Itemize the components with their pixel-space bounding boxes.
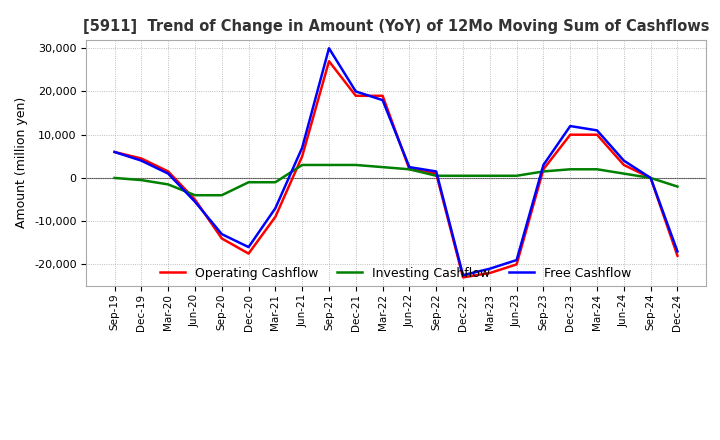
Operating Cashflow	[485, 271, 494, 276]
Free Cashflow	[647, 175, 655, 180]
Free Cashflow	[164, 171, 173, 176]
Operating Cashflow	[405, 167, 414, 172]
Operating Cashflow	[619, 162, 628, 168]
Investing Cashflow	[593, 167, 601, 172]
Free Cashflow	[351, 89, 360, 94]
Free Cashflow	[244, 245, 253, 250]
Investing Cashflow	[539, 169, 548, 174]
Free Cashflow	[566, 123, 575, 128]
Operating Cashflow	[673, 253, 682, 258]
Operating Cashflow	[539, 167, 548, 172]
Operating Cashflow	[566, 132, 575, 137]
Line: Free Cashflow: Free Cashflow	[114, 48, 678, 275]
Operating Cashflow	[217, 236, 226, 241]
Investing Cashflow	[459, 173, 467, 178]
Investing Cashflow	[566, 167, 575, 172]
Investing Cashflow	[298, 162, 307, 168]
Operating Cashflow	[191, 197, 199, 202]
Free Cashflow	[191, 199, 199, 204]
Legend: Operating Cashflow, Investing Cashflow, Free Cashflow: Operating Cashflow, Investing Cashflow, …	[156, 262, 636, 285]
Investing Cashflow	[405, 167, 414, 172]
Investing Cashflow	[513, 173, 521, 178]
Operating Cashflow	[110, 149, 119, 154]
Free Cashflow	[405, 165, 414, 170]
Free Cashflow	[619, 158, 628, 163]
Free Cashflow	[325, 46, 333, 51]
Investing Cashflow	[378, 165, 387, 170]
Investing Cashflow	[164, 182, 173, 187]
Line: Operating Cashflow: Operating Cashflow	[114, 61, 678, 277]
Y-axis label: Amount (million yen): Amount (million yen)	[16, 97, 29, 228]
Investing Cashflow	[137, 177, 145, 183]
Free Cashflow	[110, 149, 119, 154]
Free Cashflow	[673, 249, 682, 254]
Free Cashflow	[513, 257, 521, 263]
Operating Cashflow	[137, 156, 145, 161]
Free Cashflow	[593, 128, 601, 133]
Free Cashflow	[539, 162, 548, 168]
Investing Cashflow	[271, 180, 279, 185]
Operating Cashflow	[325, 59, 333, 64]
Investing Cashflow	[191, 193, 199, 198]
Free Cashflow	[298, 145, 307, 150]
Operating Cashflow	[459, 275, 467, 280]
Operating Cashflow	[647, 175, 655, 180]
Investing Cashflow	[673, 184, 682, 189]
Operating Cashflow	[271, 214, 279, 220]
Operating Cashflow	[593, 132, 601, 137]
Operating Cashflow	[378, 93, 387, 99]
Line: Investing Cashflow: Investing Cashflow	[114, 165, 678, 195]
Operating Cashflow	[244, 251, 253, 256]
Investing Cashflow	[351, 162, 360, 168]
Operating Cashflow	[298, 154, 307, 159]
Investing Cashflow	[244, 180, 253, 185]
Operating Cashflow	[351, 93, 360, 99]
Investing Cashflow	[110, 175, 119, 180]
Operating Cashflow	[513, 262, 521, 267]
Free Cashflow	[432, 169, 441, 174]
Investing Cashflow	[485, 173, 494, 178]
Investing Cashflow	[325, 162, 333, 168]
Free Cashflow	[378, 98, 387, 103]
Operating Cashflow	[432, 171, 441, 176]
Title: [5911]  Trend of Change in Amount (YoY) of 12Mo Moving Sum of Cashflows: [5911] Trend of Change in Amount (YoY) o…	[83, 19, 709, 34]
Free Cashflow	[137, 158, 145, 163]
Investing Cashflow	[432, 173, 441, 178]
Investing Cashflow	[619, 171, 628, 176]
Free Cashflow	[271, 205, 279, 211]
Investing Cashflow	[217, 193, 226, 198]
Free Cashflow	[485, 266, 494, 271]
Operating Cashflow	[164, 169, 173, 174]
Free Cashflow	[217, 231, 226, 237]
Investing Cashflow	[647, 175, 655, 180]
Free Cashflow	[459, 272, 467, 278]
